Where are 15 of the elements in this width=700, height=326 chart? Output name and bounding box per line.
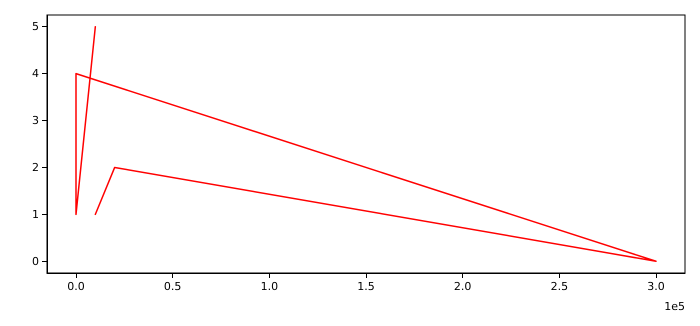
x-tick-label: 3.0 (647, 280, 665, 293)
y-tick-label: 1 (32, 208, 39, 221)
y-tick-label: 0 (32, 254, 39, 268)
x-tick-label: 0.0 (67, 280, 85, 293)
y-tick-label: 5 (32, 20, 39, 34)
y-tick-label: 4 (32, 67, 39, 80)
y-tick-label: 2 (32, 160, 39, 174)
x-tick-label: 2.0 (454, 280, 472, 293)
x-tick-label: 0.5 (164, 280, 182, 293)
text: 1e5 (664, 300, 685, 313)
x-tick-label: 1.5 (357, 280, 375, 293)
x-tick-label: 2.5 (550, 280, 568, 293)
line-series (75, 26, 657, 262)
y-tick-label: 3 (32, 114, 39, 128)
x-tick-label: 1.0 (260, 280, 278, 293)
